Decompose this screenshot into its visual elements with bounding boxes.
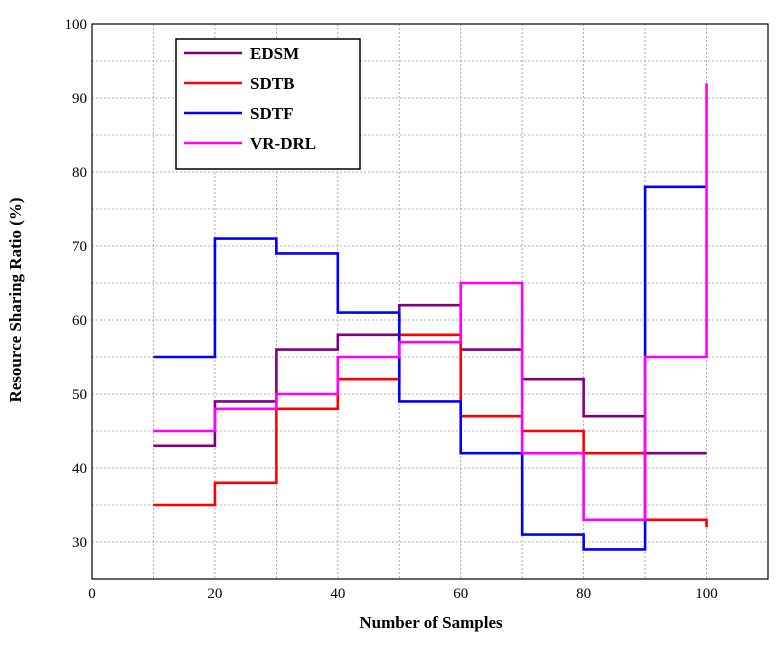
legend: EDSM SDTB SDTF VR-DRL — [175, 38, 361, 170]
x-tick-label: 100 — [695, 586, 718, 602]
y-tick-label: 40 — [72, 461, 87, 477]
x-tick-label: 60 — [453, 586, 468, 602]
legend-items: EDSM SDTB SDTF VR-DRL — [184, 44, 316, 153]
x-tick-label: 40 — [330, 586, 345, 602]
y-tick-label: 100 — [65, 17, 88, 33]
x-axis-title: Number of Samples — [359, 613, 503, 632]
legend-label-edsm: EDSM — [250, 44, 299, 63]
plot-frame — [91, 23, 769, 580]
y-tick-label: 30 — [72, 535, 87, 551]
legend-box — [175, 38, 361, 170]
series-line-edsm — [153, 303, 707, 455]
legend-label-vr-drl: VR-DRL — [250, 134, 316, 153]
series-line-sdtf — [153, 185, 707, 551]
y-tick-label: 50 — [72, 387, 87, 403]
y-tick-label: 60 — [72, 313, 87, 329]
x-tick-label: 20 — [207, 586, 222, 602]
series-line-vr-drl — [153, 83, 708, 522]
legend-label-sdtf: SDTF — [250, 104, 293, 123]
y-tick-label: 80 — [72, 165, 87, 181]
tick-labels: 0 20 40 60 80 100 30 40 50 60 70 80 90 100 — [65, 17, 718, 602]
y-tick-label: 70 — [72, 239, 87, 255]
y-tick-label: 90 — [72, 91, 87, 107]
x-tick-label: 0 — [88, 586, 96, 602]
series-lines — [153, 83, 708, 551]
y-axis-title: Resource Sharing Ratio (%) — [6, 197, 25, 402]
x-tick-label: 80 — [576, 586, 591, 602]
legend-label-sdtb: SDTB — [250, 74, 294, 93]
